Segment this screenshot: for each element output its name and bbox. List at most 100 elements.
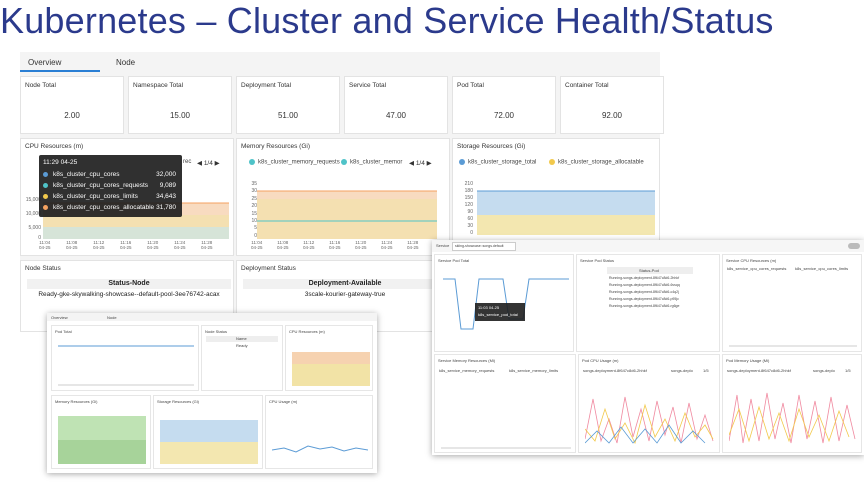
y-tick: 60 xyxy=(467,216,473,222)
service-selector[interactable]: skiing-showcase::songs.default xyxy=(452,242,516,251)
table-cell: 3scale-kourier-gateway-true xyxy=(304,291,386,298)
service-memory-panel: Service Memory Resources (Mi) k8s_servic… xyxy=(434,354,576,453)
mini-chart xyxy=(160,420,258,464)
legend-item[interactable]: k8s_cluster_memory_requests xyxy=(249,159,340,166)
area-memory-limits xyxy=(257,199,437,239)
mini-legend[interactable]: songs-deployment-8f647c8d6-2hhkf xyxy=(727,368,791,373)
y-tick: 30 xyxy=(251,188,257,195)
tooltip-value: 32,000 xyxy=(156,171,176,178)
stat-value: 47.00 xyxy=(385,111,407,120)
stat-namespace-total: Namespace Total 15.00 xyxy=(128,76,232,134)
mini-tooltip: 11:03 04-25 k8s_service_pod_total xyxy=(475,303,525,321)
legend-item[interactable]: k8s_cluster_storage_allocatable xyxy=(549,159,644,166)
stat-service-total: Service Total 47.00 xyxy=(344,76,448,134)
mini-title: Service Pod Status xyxy=(580,258,615,263)
legend-label: k8s_cluster_storage_allocatable xyxy=(558,159,644,166)
y-tick: 35 xyxy=(251,181,257,187)
legend-item[interactable]: rec xyxy=(183,159,192,165)
panel-title: Memory Resources (Gi) xyxy=(241,143,310,150)
mini-table-head xyxy=(206,336,278,342)
mini-title: Node Status xyxy=(205,329,228,334)
x-tick: 11:12 04-25 xyxy=(93,240,105,250)
tooltip-row: k8s_cluster_cpu_cores_requests 9,089 xyxy=(43,182,178,191)
series-dot-icon xyxy=(43,183,48,188)
legend-item[interactable]: k8s_cluster_memor xyxy=(341,159,402,166)
mini-title: CPU Usage (m) xyxy=(269,399,298,404)
mini-line xyxy=(443,278,569,330)
y-tick: 10,000 xyxy=(25,211,41,217)
mini-toolbar xyxy=(432,240,864,252)
y-tick: 120 xyxy=(464,202,473,208)
mini-chart xyxy=(292,352,370,386)
x-tick: 11:20 04-25 xyxy=(355,240,367,250)
mini-tab[interactable]: Node xyxy=(107,315,117,320)
mini-table-header: Name xyxy=(236,336,247,341)
mini-line xyxy=(585,396,714,444)
stat-value: 72.00 xyxy=(493,111,515,120)
service-selector-label: Service xyxy=(436,243,450,248)
legend-item[interactable]: k8s_cluster_storage_total xyxy=(459,159,536,166)
storage-resources-panel: Storage Resources (Gi) k8s_cluster_stora… xyxy=(452,138,660,248)
mini-area xyxy=(160,442,258,464)
legend-dot-icon xyxy=(549,159,555,165)
x-tick: 11:12 04-25 xyxy=(303,240,315,250)
tooltip-key: k8s_cluster_cpu_cores_requests xyxy=(53,182,149,189)
mini-pager[interactable]: 1/5 xyxy=(703,368,709,373)
legend-label: k8s_cluster_storage_total xyxy=(468,159,537,166)
service-pod-status-panel: Service Pod Status Status-Pod Running-so… xyxy=(576,254,720,352)
mini-node-status: Node Status Name Ready xyxy=(201,325,283,391)
stat-label: Pod Total xyxy=(457,82,484,89)
mini-title: Pod CPU Usage (m) xyxy=(582,358,619,363)
tooltip-row: k8s_cluster_cpu_cores_allocatable 31,780 xyxy=(43,204,178,213)
legend-dot-icon xyxy=(249,159,255,165)
mini-chart xyxy=(272,445,368,453)
stat-value: 51.00 xyxy=(277,111,299,120)
tab-bar: Overview Node xyxy=(20,54,660,72)
tooltip-key: k8s_cluster_cpu_cores xyxy=(53,171,120,178)
mini-memory: Memory Resources (Gi) xyxy=(51,395,151,469)
tooltip-value: 34,643 xyxy=(156,193,176,200)
y-tick: 5,000 xyxy=(28,225,41,231)
x-tick: 11:16 04-25 xyxy=(120,240,132,250)
mini-chart xyxy=(729,345,857,347)
mini-legend[interactable]: k8s_service_cpu_cores_requests xyxy=(727,266,787,271)
series-dot-icon xyxy=(43,205,48,210)
mini-table-cell: Running-songs-deployment-8f647c8d6-6vsqq xyxy=(609,283,680,287)
mini-chart xyxy=(443,278,569,330)
mini-title: Service Pod Total xyxy=(438,258,470,263)
series-dot-icon xyxy=(43,172,48,177)
stat-value: 2.00 xyxy=(64,111,80,120)
service-pod-total-panel: Service Pod Total 11:03 04-25 k8s_servic… xyxy=(434,254,574,352)
panel-title: Node Status xyxy=(25,265,61,272)
y-tick: 25 xyxy=(251,195,257,202)
mini-legend[interactable]: songs-deployment-8f647c8d6-2hhkf xyxy=(583,368,647,373)
service-selector-value: skiing-showcase::songs.default xyxy=(455,244,504,248)
mini-table-header: Status-Pod xyxy=(639,268,659,273)
mini-tab[interactable]: Overview xyxy=(51,315,68,320)
mini-title: Memory Resources (Gi) xyxy=(55,399,98,404)
area-storage-alloc xyxy=(477,215,655,235)
legend-pager[interactable]: ◀ 1/4 ▶ xyxy=(197,160,220,167)
mini-pager[interactable]: 1/5 xyxy=(845,368,851,373)
tab-overview[interactable]: Overview xyxy=(28,58,62,67)
mini-tooltip-time: 11:03 04-25 xyxy=(478,305,500,310)
y-tick: 15,000 xyxy=(25,197,41,203)
mini-legend[interactable]: k8s_service_memory_limits xyxy=(509,368,559,373)
mini-area xyxy=(160,420,258,442)
memory-resources-panel: Memory Resources (Gi) k8s_cluster_memory… xyxy=(236,138,450,256)
mini-line xyxy=(272,445,368,453)
mini-legend[interactable]: songs-deplo xyxy=(671,368,693,373)
theme-toggle[interactable] xyxy=(848,243,860,249)
storage-chart xyxy=(477,190,655,235)
mini-legend[interactable]: k8s_service_cpu_cores_limits xyxy=(795,266,849,271)
mini-cpu-resources: CPU Resources (m) xyxy=(285,325,373,391)
tab-node[interactable]: Node xyxy=(116,58,136,67)
legend-pager[interactable]: ◀ 1/4 ▶ xyxy=(409,160,432,167)
mini-legend[interactable]: k8s_service_memory_requests xyxy=(439,368,495,373)
service-cpu-panel: Service CPU Resources (m) k8s_service_cp… xyxy=(722,254,862,352)
mini-table-cell: Ready xyxy=(236,343,248,348)
stat-container-total: Container Total 92.00 xyxy=(560,76,664,134)
area-storage-total xyxy=(477,191,655,215)
mini-legend[interactable]: songs-deplo xyxy=(813,368,835,373)
panel-title: CPU Resources (m) xyxy=(25,143,84,150)
